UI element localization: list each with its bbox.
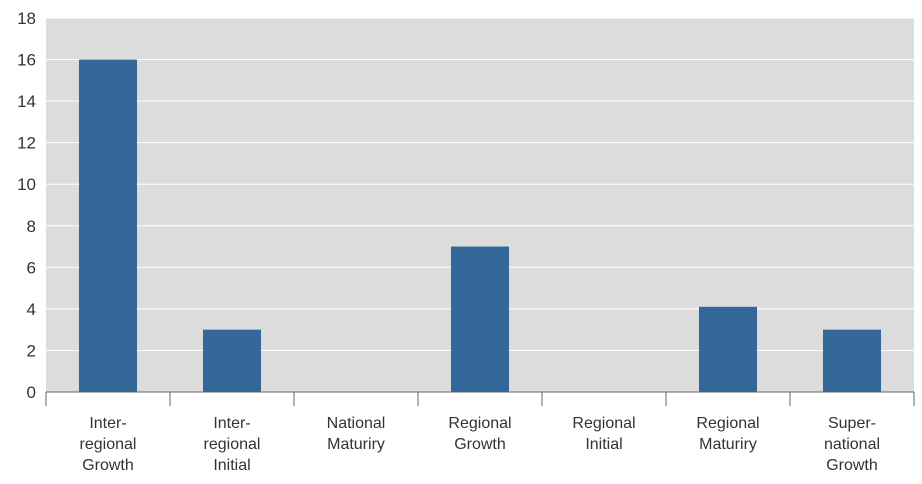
bar bbox=[203, 329, 261, 392]
x-category-label-line: Growth bbox=[82, 457, 134, 474]
x-category-label: Regional Maturiry bbox=[696, 415, 759, 453]
x-category-label-line: Inter- bbox=[89, 415, 126, 432]
bar bbox=[699, 306, 757, 392]
x-category-label-line: Regional bbox=[572, 415, 635, 432]
y-tick-label: 16 bbox=[17, 51, 36, 70]
x-category-label-line: Growth bbox=[454, 436, 506, 453]
x-category-label-line: Regional bbox=[696, 415, 759, 432]
y-tick-label: 2 bbox=[27, 341, 36, 360]
y-tick-label: 14 bbox=[17, 92, 36, 111]
y-tick-label: 10 bbox=[17, 175, 36, 194]
bar bbox=[451, 246, 509, 392]
x-category-label-line: regional bbox=[204, 436, 261, 453]
x-category-label-line: national bbox=[824, 436, 880, 453]
x-category-label-line: Growth bbox=[826, 457, 878, 474]
x-axis: Inter-regional Growth Inter-regional Initia… bbox=[45, 391, 915, 474]
x-category-label-line: Initial bbox=[585, 436, 622, 453]
bar bbox=[79, 59, 137, 393]
x-category-label: Inter-regional Initial bbox=[204, 415, 261, 474]
bars bbox=[79, 59, 881, 393]
bar bbox=[823, 329, 881, 392]
x-category-label: Regional Growth bbox=[448, 415, 511, 453]
y-tick-label: 18 bbox=[17, 9, 36, 28]
x-category-label: Regional Initial bbox=[572, 415, 635, 453]
y-tick-label: 12 bbox=[17, 134, 36, 153]
y-tick-label: 0 bbox=[27, 383, 36, 402]
y-tick-label: 8 bbox=[27, 217, 36, 236]
x-category-label-line: Maturiry bbox=[327, 436, 385, 453]
y-tick-label: 6 bbox=[27, 258, 36, 277]
x-category-label: National Maturiry bbox=[327, 415, 386, 453]
x-category-label-line: Maturiry bbox=[699, 436, 757, 453]
x-category-label-line: Inter- bbox=[213, 415, 250, 432]
y-axis: 0 2 4 6 8 10 12 14 16 18 bbox=[17, 9, 36, 402]
x-category-label-line: Super- bbox=[828, 415, 876, 432]
x-category-label-line: regional bbox=[80, 436, 137, 453]
x-category-label: Inter-regional Growth bbox=[80, 415, 137, 474]
x-category-label-line: Regional bbox=[448, 415, 511, 432]
x-category-label-line: Initial bbox=[213, 457, 250, 474]
x-category-label: Super-national Growth bbox=[824, 415, 880, 474]
x-category-label-line: National bbox=[327, 415, 386, 432]
y-tick-label: 4 bbox=[27, 300, 36, 319]
